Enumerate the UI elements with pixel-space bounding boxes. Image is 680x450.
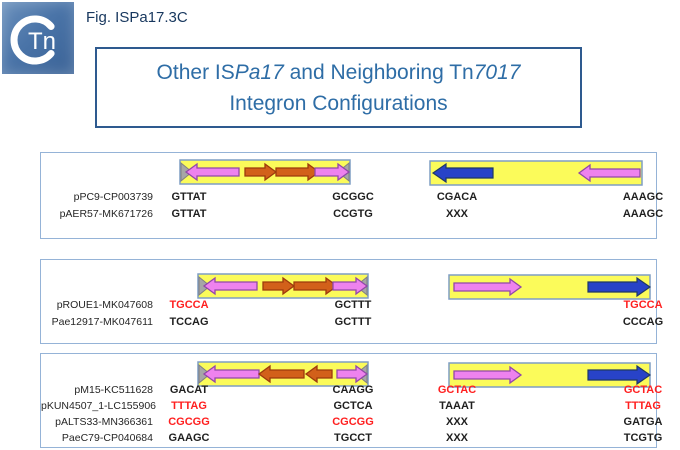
sequence-cell: GCGGC bbox=[332, 191, 374, 203]
sequence-row: pALTS33-MN366361 CGCGG CGCGG XXX GATGA bbox=[41, 416, 662, 431]
tn7017-element-box bbox=[448, 274, 651, 300]
sequence-cell: CGCGG bbox=[168, 416, 210, 428]
sequence-row: pKUN4507_1-LC155906 TTTAG GCTCA TAAAT TT… bbox=[41, 400, 661, 415]
title-seg-italic: Pa17 bbox=[234, 60, 284, 84]
plasmid-name: pKUN4507_1-LC155906 bbox=[41, 400, 157, 412]
sequence-cell: TAAAT bbox=[439, 400, 475, 412]
tn-registry-logo: Tn bbox=[2, 2, 74, 74]
sequence-cell: XXX bbox=[445, 208, 468, 220]
sequence-cell: TCGTG bbox=[623, 432, 663, 444]
title-line-1: Other ISPa17 and Neighboring Tn7017 bbox=[157, 57, 521, 88]
gene-arrow-orange-left-short bbox=[304, 364, 333, 384]
plasmid-name: Pae12917-MK047611 bbox=[51, 316, 153, 328]
sequence-cell: CGCGG bbox=[332, 416, 374, 428]
gene-arrow-blue-left bbox=[431, 162, 494, 184]
sequence-cell: TGCCA bbox=[623, 299, 663, 311]
ispa17-element-box bbox=[197, 273, 369, 299]
sequence-cell: TGCCA bbox=[169, 299, 209, 311]
ispa17-element-box bbox=[197, 361, 369, 387]
gene-arrow-orange-right-long bbox=[275, 162, 321, 182]
sequence-cell: CCGTG bbox=[333, 208, 373, 220]
sequence-cell: TGCCT bbox=[334, 432, 372, 444]
sequence-cell: CGACA bbox=[436, 191, 478, 203]
gene-arrow-pink-right bbox=[314, 162, 351, 182]
plasmid-name: pPC9-CP003739 bbox=[73, 191, 153, 203]
tn7017-element-box bbox=[429, 160, 643, 186]
sequence-cell: GCTAC bbox=[437, 384, 477, 396]
gene-arrow-pink-left bbox=[202, 364, 260, 384]
gene-arrow-blue-right bbox=[587, 276, 651, 298]
panel-3: pM15-KC511628 GACAT CAAGG GCTAC GCTAC pK… bbox=[40, 353, 662, 448]
sequence-cell: TTTAG bbox=[625, 400, 661, 412]
sequence-row: pROUE1-MK047608 TGCCA GCTTT TGCCA bbox=[41, 299, 663, 314]
gene-arrow-pink-right bbox=[332, 276, 369, 296]
c-ring-icon bbox=[10, 15, 55, 65]
plasmid-name: pM15-KC511628 bbox=[74, 384, 153, 396]
sequence-cell: GCTTT bbox=[334, 299, 372, 311]
sequence-cell: GCTTT bbox=[334, 316, 372, 328]
tn7017-element-box bbox=[448, 362, 651, 388]
sequence-row: PaeC79-CP040684 GAAGC TGCCT XXX TCGTG bbox=[41, 432, 662, 447]
sequence-cell: GCTCA bbox=[333, 400, 373, 412]
sequence-row: pPC9-CP003739 GTTAT GCGGC CGACA AAAGC bbox=[41, 191, 664, 206]
sequence-row: pM15-KC511628 GACAT CAAGG GCTAC GCTAC bbox=[41, 384, 662, 399]
title-box: Other ISPa17 and Neighboring Tn7017 Inte… bbox=[95, 47, 582, 128]
sequence-cell: GTTAT bbox=[171, 208, 207, 220]
sequence-cell: GCTAC bbox=[623, 384, 663, 396]
gene-arrow-orange-right-long bbox=[293, 276, 339, 296]
sequence-cell: CAAGG bbox=[332, 384, 374, 396]
sequence-cell: TTTAG bbox=[171, 400, 207, 412]
gene-arrow-pink-right bbox=[453, 277, 523, 297]
tn-logo-icon: Tn bbox=[10, 15, 56, 65]
sequence-cell: TCCAG bbox=[169, 316, 209, 328]
sequence-row: pAER57-MK671726 GTTAT CCGTG XXX AAAGC bbox=[41, 208, 664, 223]
sequence-row: Pae12917-MK047611 TCCAG GCTTT CCCAG bbox=[41, 316, 664, 331]
gene-arrow-orange-right-short bbox=[244, 162, 278, 182]
gene-arrow-pink-left bbox=[202, 276, 258, 296]
sequence-cell: GAAGC bbox=[168, 432, 210, 444]
figure-label: Fig. ISPa17.3C bbox=[86, 9, 188, 26]
plasmid-name: pAER57-MK671726 bbox=[59, 208, 153, 220]
sequence-cell: CCCAG bbox=[622, 316, 664, 328]
title-seg: and Neighboring Tn bbox=[283, 60, 474, 84]
sequence-cell: AAAGC bbox=[622, 191, 664, 203]
logo-tn-text: Tn bbox=[28, 28, 56, 55]
panel-1: pPC9-CP003739 GTTAT GCGGC CGACA AAAGC pA… bbox=[40, 152, 664, 239]
sequence-cell: GACAT bbox=[169, 384, 209, 396]
title-seg: Other IS bbox=[156, 60, 235, 84]
plasmid-name: PaeC79-CP040684 bbox=[61, 432, 153, 444]
gene-arrow-pink-right bbox=[336, 364, 369, 384]
gene-arrow-blue-right bbox=[587, 364, 651, 386]
panel-2: pROUE1-MK047608 TGCCA GCTTT TGCCA Pae129… bbox=[40, 259, 664, 344]
gene-arrow-pink-right bbox=[453, 365, 523, 385]
plasmid-name: pROUE1-MK047608 bbox=[56, 299, 153, 311]
sequence-cell: GATGA bbox=[623, 416, 663, 428]
gene-arrow-orange-right-short bbox=[262, 276, 296, 296]
sequence-cell: XXX bbox=[445, 432, 468, 444]
sequence-cell: GTTAT bbox=[171, 191, 207, 203]
gene-arrow-orange-left-long bbox=[257, 364, 305, 384]
gene-arrow-pink-left bbox=[577, 163, 641, 183]
title-line-2: Integron Configurations bbox=[229, 91, 448, 115]
sequence-cell: AAAGC bbox=[622, 208, 664, 220]
ispa17-element-box bbox=[179, 159, 351, 185]
gene-arrow-pink-left bbox=[184, 162, 240, 182]
title-seg-italic: 7017 bbox=[473, 60, 521, 84]
plasmid-name: pALTS33-MN366361 bbox=[55, 416, 153, 428]
sequence-cell: XXX bbox=[445, 416, 468, 428]
